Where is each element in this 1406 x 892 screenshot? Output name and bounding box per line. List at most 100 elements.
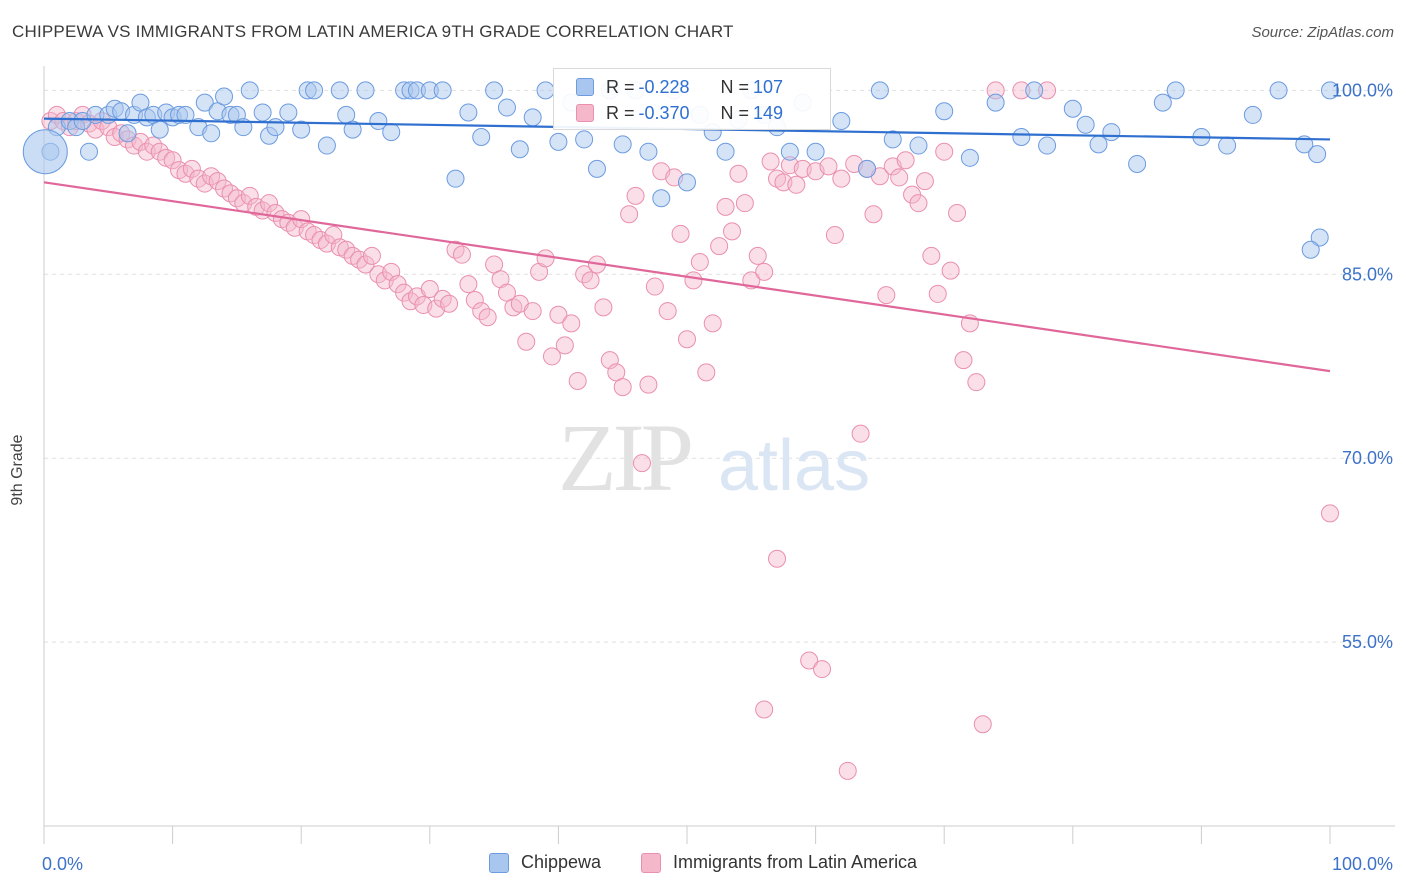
chippewa-point (652, 189, 671, 208)
chippewa-point (1269, 81, 1288, 100)
chippewa-point (343, 120, 362, 139)
immigrants-point (459, 275, 478, 294)
chippewa-point (1063, 99, 1082, 118)
immigrants-point (690, 253, 709, 272)
chippewa-point (575, 130, 594, 149)
chippewa-point (870, 81, 889, 100)
chippewa-point (382, 123, 401, 142)
immigrants-point (973, 715, 992, 734)
immigrants-point (240, 186, 259, 205)
immigrants-point (922, 246, 941, 265)
chippewa-point (883, 130, 902, 149)
chippewa-point (1243, 105, 1262, 124)
immigrants-point (478, 308, 497, 327)
immigrants-point (748, 246, 767, 265)
chippewa-point (536, 81, 555, 100)
chippewa-point (292, 120, 311, 139)
immigrants-point (639, 375, 658, 394)
chippewa-point (118, 124, 137, 143)
chippewa-point (253, 103, 272, 122)
immigrants-point (755, 262, 774, 281)
immigrants-point (710, 237, 729, 256)
chippewa-point (832, 112, 851, 131)
chippewa-point (1321, 81, 1339, 100)
immigrants-point (645, 277, 664, 296)
chippewa-point (678, 173, 696, 192)
immigrants-point (549, 305, 568, 324)
chippewa-large-point (22, 129, 68, 175)
immigrants-point (632, 454, 651, 473)
immigrants-point (755, 700, 774, 719)
chippewa-point (1102, 123, 1121, 142)
legend-label-chippewa: Chippewa (521, 852, 602, 872)
axes (43, 66, 1395, 844)
immigrants-point (163, 151, 182, 170)
immigrants-point (208, 172, 227, 191)
watermark: ZIP atlas (558, 404, 870, 511)
watermark-zip: ZIP (558, 404, 691, 511)
immigrants-point (568, 371, 587, 390)
chippewa-point (1218, 136, 1237, 155)
immigrants-point (768, 549, 787, 568)
grid-lines (44, 89, 1395, 643)
chippewa-point (1038, 136, 1057, 155)
chippewa-point (305, 81, 324, 100)
chippewa-point (1012, 127, 1031, 146)
legend-item-chippewa[interactable]: Chippewa (489, 852, 601, 873)
chippewa-point (446, 169, 465, 188)
immigrants-point (928, 284, 947, 303)
immigrants-point (440, 294, 459, 313)
immigrants-point (562, 314, 581, 333)
immigrants-point (555, 336, 574, 355)
chippewa-point (176, 105, 195, 124)
immigrants-point (813, 660, 832, 679)
series-legend: Chippewa Immigrants from Latin America (0, 852, 1406, 878)
chippewa-point (716, 142, 735, 161)
immigrants-point (838, 761, 857, 780)
immigrants-point (909, 194, 928, 213)
legend-row-immigrants: R = -0.370 N = 149 (576, 100, 823, 126)
legend-n-label: N = (720, 102, 750, 123)
immigrants-point (581, 271, 600, 290)
immigrants-point (851, 424, 870, 443)
immigrants-point (620, 205, 639, 224)
chippewa-point (150, 120, 169, 139)
chippewa-point (960, 148, 979, 167)
legend-n-label: N = (720, 76, 750, 97)
immigrants-point (729, 164, 748, 183)
chippewa-point (1310, 228, 1329, 247)
chippewa-point (433, 81, 452, 100)
immigrants-point (896, 151, 915, 170)
chart-title: CHIPPEWA VS IMMIGRANTS FROM LATIN AMERIC… (12, 22, 734, 41)
chippewa-point (1089, 135, 1108, 154)
legend-swatch-pink (576, 104, 594, 122)
immigrants-point (915, 172, 934, 191)
immigrants-point (626, 186, 645, 205)
immigrants-point (684, 271, 703, 290)
immigrants-point (594, 298, 613, 317)
chippewa-point (1153, 93, 1172, 112)
legend-r-value: -0.370 (638, 102, 690, 123)
immigrants-point (954, 351, 973, 370)
immigrants-point (703, 314, 722, 333)
immigrants-point (800, 651, 819, 670)
tick-labels: 55.0% 70.0% 85.0% 100.0% 0.0% 100.0% (42, 80, 1393, 874)
immigrants-point (542, 347, 561, 366)
immigrants-point (787, 175, 806, 194)
chippewa-point (1166, 81, 1185, 100)
y-tick-label: 70.0% (1342, 448, 1393, 468)
chippewa-point (858, 159, 877, 178)
chippewa-point (369, 112, 388, 131)
immigrants-point (735, 194, 754, 213)
chippewa-point (472, 127, 491, 146)
legend-item-immigrants[interactable]: Immigrants from Latin America (641, 852, 917, 873)
legend-label-immigrants: Immigrants from Latin America (673, 852, 918, 872)
source-credit[interactable]: Source: ZipAtlas.com (1251, 24, 1394, 41)
x-tick-label-max: 100.0% (1332, 854, 1393, 874)
y-tick-label: 55.0% (1342, 632, 1393, 652)
immigrants-point (452, 245, 471, 264)
immigrants-point (260, 194, 279, 213)
immigrants-point (1321, 504, 1339, 523)
chippewa-point (1076, 115, 1095, 134)
